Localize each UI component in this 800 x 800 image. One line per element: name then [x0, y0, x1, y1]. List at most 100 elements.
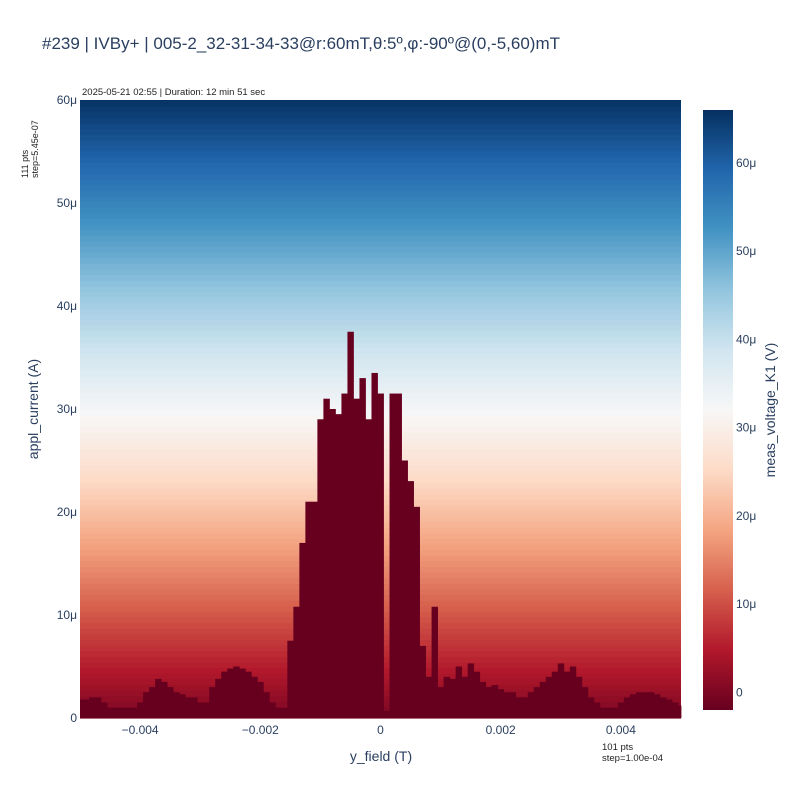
heatmap-row — [80, 263, 681, 270]
heatmap-row — [80, 341, 681, 349]
heatmap-row — [80, 151, 681, 158]
heatmap-cells — [80, 100, 682, 719]
superconducting-column — [527, 692, 535, 718]
superconducting-column — [287, 640, 294, 718]
superconducting-column — [419, 645, 426, 718]
superconducting-column — [641, 692, 649, 718]
superconducting-column — [179, 694, 186, 718]
superconducting-column — [119, 707, 126, 718]
y-tick-label: 20μ — [57, 505, 77, 519]
superconducting-column — [395, 393, 402, 718]
superconducting-column — [227, 668, 234, 718]
superconducting-column — [647, 692, 655, 718]
superconducting-column — [665, 699, 673, 718]
timestamp-duration-label: 2025-05-21 02:55 | Duration: 12 min 51 s… — [82, 87, 266, 98]
superconducting-column — [539, 681, 547, 718]
superconducting-column — [185, 697, 192, 718]
superconducting-column — [629, 694, 637, 718]
x-points-step: step=1.00e-04 — [602, 753, 664, 764]
superconducting-column — [131, 707, 138, 718]
superconducting-column — [161, 681, 168, 718]
colorbar-tick-label: 0 — [736, 685, 743, 699]
heatmap-row — [80, 201, 681, 208]
y-tick-label: 40μ — [57, 299, 77, 313]
superconducting-column — [269, 702, 276, 718]
heatmap-row — [80, 134, 681, 141]
colorbar-tick-label: 40μ — [736, 332, 756, 346]
superconducting-column — [251, 676, 258, 718]
x-tick-label: 0.002 — [486, 723, 516, 737]
superconducting-column — [485, 687, 493, 718]
superconducting-column — [473, 671, 481, 718]
heatmap-row — [80, 369, 681, 377]
superconducting-column — [557, 663, 565, 718]
superconducting-column — [653, 694, 661, 718]
colorbar-tick-label: 60μ — [736, 156, 756, 170]
heatmap-row — [80, 218, 681, 225]
heatmap-row — [80, 173, 681, 180]
superconducting-column — [293, 606, 300, 718]
superconducting-column — [611, 707, 619, 718]
superconducting-column — [503, 692, 511, 718]
heatmap-row — [80, 353, 681, 360]
heatmap-row — [80, 386, 681, 394]
superconducting-column — [515, 697, 523, 718]
heatmap-row — [80, 347, 681, 354]
superconducting-column — [275, 707, 282, 718]
heatmap-row — [80, 280, 681, 287]
heatmap-row — [80, 207, 681, 214]
heatmap-row — [80, 302, 681, 309]
superconducting-column — [143, 692, 150, 718]
superconducting-column — [377, 393, 384, 718]
heatmap-row — [80, 235, 681, 242]
heatmap-row — [80, 375, 681, 382]
x-tick-label: 0.004 — [606, 723, 636, 737]
superconducting-column — [533, 687, 541, 718]
superconducting-column — [587, 697, 595, 718]
heatmap-row — [80, 229, 681, 236]
superconducting-column — [209, 687, 216, 718]
heatmap-row — [80, 162, 681, 169]
superconducting-column — [467, 663, 475, 718]
x-tick-label: 0 — [377, 723, 384, 737]
heatmap-row — [80, 313, 681, 321]
superconducting-column — [678, 705, 682, 718]
heatmap-row — [80, 291, 681, 298]
superconducting-column — [425, 676, 432, 718]
heatmap-row — [80, 184, 681, 191]
y-axis-label: appl_current (A) — [25, 359, 41, 459]
heatmap-row — [80, 179, 681, 186]
superconducting-column — [479, 681, 487, 718]
superconducting-column — [635, 692, 643, 718]
superconducting-column — [113, 707, 120, 718]
superconducting-column — [125, 707, 132, 718]
x-tick-label: −0.002 — [242, 723, 279, 737]
superconducting-column — [191, 697, 198, 718]
heatmap-row — [80, 240, 681, 248]
colorbar-tick-label: 30μ — [736, 421, 756, 435]
heatmap-row — [80, 139, 681, 147]
superconducting-column — [491, 685, 499, 718]
heatmap-row — [80, 285, 681, 292]
heatmap-row — [80, 145, 681, 152]
superconducting-column — [155, 678, 162, 718]
superconducting-column — [569, 666, 577, 718]
superconducting-column — [449, 678, 457, 718]
superconducting-column — [575, 676, 583, 718]
heatmap-row — [80, 195, 681, 203]
colorbar-tick-label: 20μ — [736, 509, 756, 523]
heatmap-row — [80, 111, 681, 118]
heatmap-row — [80, 106, 681, 113]
superconducting-column — [233, 666, 240, 718]
heatmap-row — [80, 319, 681, 326]
superconducting-column — [149, 687, 156, 718]
superconducting-column — [581, 687, 589, 718]
heatmap-row — [80, 330, 681, 337]
heatmap-row — [80, 122, 681, 130]
chart-title: #239 | IVBy+ | 005-2_32-31-34-33@r:60mT,… — [42, 34, 561, 53]
superconducting-column — [167, 687, 174, 718]
x-tick-label: −0.004 — [122, 723, 159, 737]
heatmap-row — [80, 257, 681, 264]
heatmap-row — [80, 100, 681, 102]
colorbar-tick-label: 10μ — [736, 597, 756, 611]
